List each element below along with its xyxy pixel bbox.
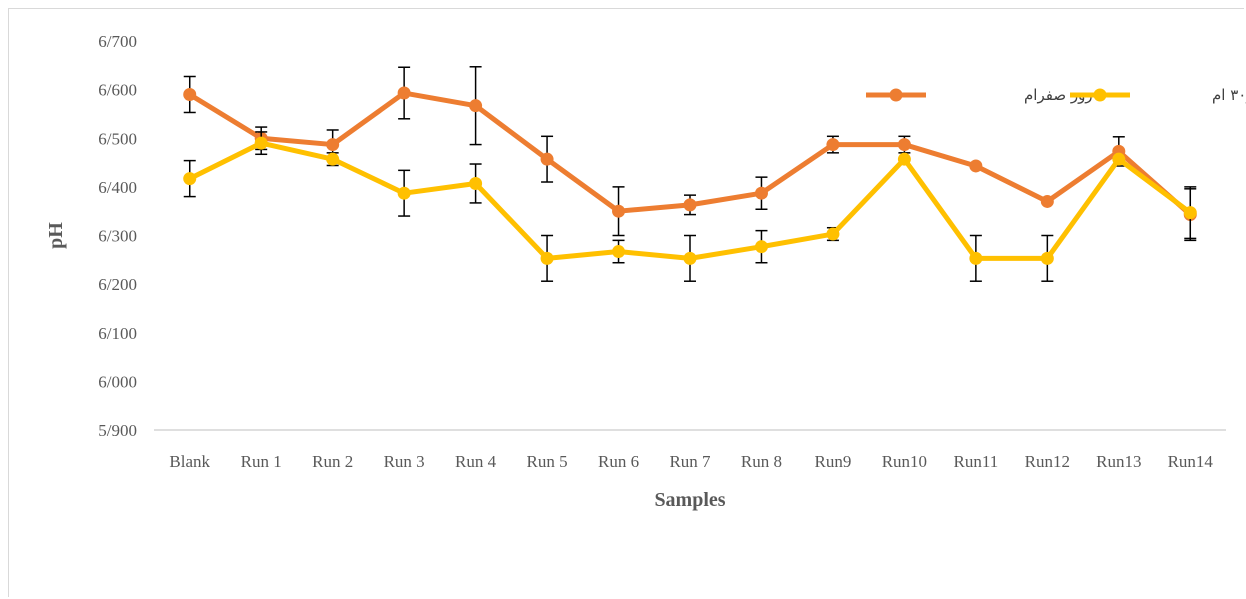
legend: روز صفرام روز۳۰ ام bbox=[866, 86, 1246, 104]
x-axis-title: Samples bbox=[654, 489, 725, 511]
data-point bbox=[540, 251, 554, 265]
data-point bbox=[1112, 152, 1126, 166]
y-tick-label: 6/700 bbox=[98, 32, 137, 51]
data-point bbox=[183, 87, 197, 101]
data-point bbox=[183, 172, 197, 186]
x-axis-ticks: Blank Run 1 Run 2 Run 3 Run 4 Run 5 Run 6 Run 7… bbox=[169, 452, 1213, 471]
data-point bbox=[540, 152, 554, 166]
data-point bbox=[1040, 251, 1054, 265]
x-tick-label: Run10 bbox=[882, 452, 927, 471]
data-point bbox=[469, 99, 483, 113]
data-point bbox=[826, 227, 840, 241]
x-tick-label: Run13 bbox=[1096, 452, 1141, 471]
x-tick-label: Run 7 bbox=[669, 452, 711, 471]
y-tick-label: 6/500 bbox=[98, 129, 137, 148]
data-point bbox=[397, 86, 411, 100]
y-tick-label: 6/600 bbox=[98, 81, 137, 100]
x-tick-label: Run 3 bbox=[384, 452, 425, 471]
x-tick-label: Run 5 bbox=[527, 452, 568, 471]
legend-item: روز۳۰ ام bbox=[1070, 86, 1246, 104]
x-tick-label: Run 1 bbox=[241, 452, 282, 471]
x-tick-label: Run12 bbox=[1025, 452, 1070, 471]
data-point bbox=[469, 176, 483, 190]
y-axis-ticks: 6/700 6/600 6/500 6/400 6/300 6/200 6/100 6/000… bbox=[98, 32, 137, 440]
x-tick-label: Run 2 bbox=[312, 452, 353, 471]
data-point bbox=[326, 152, 340, 166]
data-point bbox=[326, 138, 340, 152]
data-point bbox=[754, 240, 768, 254]
series-1 bbox=[183, 131, 1197, 282]
y-tick-label: 6/100 bbox=[98, 324, 137, 343]
x-tick-label: Run11 bbox=[954, 452, 999, 471]
y-tick-label: 6/300 bbox=[98, 227, 137, 246]
data-point bbox=[826, 138, 840, 152]
legend-marker bbox=[1093, 88, 1107, 102]
data-point bbox=[612, 204, 626, 218]
data-point bbox=[254, 136, 268, 150]
y-tick-label: 6/400 bbox=[98, 178, 137, 197]
data-point bbox=[969, 251, 983, 265]
x-tick-label: Run 6 bbox=[598, 452, 639, 471]
data-point bbox=[1040, 194, 1054, 208]
data-point bbox=[397, 186, 411, 200]
legend-label: روز صفرام bbox=[1024, 86, 1093, 104]
x-tick-label: Run9 bbox=[815, 452, 852, 471]
y-tick-label: 6/200 bbox=[98, 275, 137, 294]
data-point bbox=[754, 186, 768, 200]
y-tick-label: 6/000 bbox=[98, 372, 137, 391]
x-tick-label: Run 8 bbox=[741, 452, 782, 471]
data-point bbox=[897, 152, 911, 166]
legend-marker bbox=[889, 88, 903, 102]
series-layer bbox=[183, 66, 1197, 282]
x-tick-label: Run 4 bbox=[455, 452, 497, 471]
data-point bbox=[683, 198, 697, 212]
y-tick-label: 5/900 bbox=[98, 421, 137, 440]
data-point bbox=[683, 251, 697, 265]
data-point bbox=[897, 138, 911, 152]
legend-item: روز صفرام bbox=[866, 86, 1093, 104]
chart-frame bbox=[8, 8, 1244, 597]
data-point bbox=[969, 159, 983, 173]
y-axis-title: pH bbox=[45, 222, 67, 249]
legend-label: روز۳۰ ام bbox=[1212, 86, 1246, 104]
data-point bbox=[612, 245, 626, 259]
data-point bbox=[1183, 206, 1197, 220]
x-tick-label: Run14 bbox=[1168, 452, 1214, 471]
x-tick-label: Blank bbox=[169, 452, 210, 471]
